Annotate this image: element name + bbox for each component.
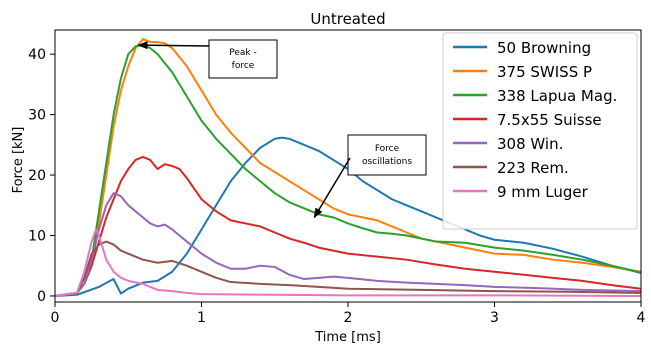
legend-label: 375 SWISS P [497,63,592,81]
annotation-osc-line1: Force [375,144,400,154]
y-tick-label: 30 [28,108,46,124]
series-line-2 [54,38,642,297]
y-tick-label: 0 [37,289,46,305]
legend-label: 308 Win. [497,135,563,153]
legend-label: 7.5x55 Suisse [497,111,602,129]
legend-frame [442,32,638,230]
x-axis-label: Time [ms] [314,330,381,345]
legend-label: 223 Rem. [497,159,569,177]
x-tick-label: 2 [344,310,353,326]
y-tick-label: 20 [28,168,46,184]
y-tick-label: 10 [28,229,46,245]
x-tick-label: 3 [490,310,499,326]
annotation-osc-box [347,134,427,176]
annotation-peak-line1: Peak - [229,48,256,58]
x-tick-label: 1 [197,310,206,326]
x-tick-label: 0 [51,310,60,326]
annotation-peak-box [208,39,278,79]
series-line-6 [54,240,642,297]
legend-label: 50 Browning [497,39,591,57]
series-line-4 [54,155,642,297]
legend-label: 9 mm Luger [497,183,589,201]
legend: 50 Browning 375 SWISS P 338 Lapua Mag. 7.5x… [442,32,638,230]
legend-items: 50 Browning 375 SWISS P 338 Lapua Mag. 7.5x… [453,39,617,201]
annotation-osc-line2: oscillations [362,157,412,167]
annotation-osc-arrow [313,157,351,219]
x-tick-label: 4 [637,310,646,326]
annotation-peak-force: Peak - force [137,39,278,79]
series-group [54,38,642,297]
annotation-force-oscillations: Force oscillations [313,134,427,219]
series-line-3 [54,44,642,297]
chart-title: Untreated [310,10,385,28]
y-axis-label: Force [kN] [11,127,26,194]
annotation-peak-line2: force [232,61,255,71]
legend-label: 338 Lapua Mag. [497,87,617,105]
plot-frame [54,29,642,303]
series-line-1 [54,136,642,297]
annotation-peak-arrow [137,41,210,50]
series-line-7 [54,228,642,297]
x-ticks: 0 1 2 3 4 [51,302,646,326]
y-tick-label: 40 [28,47,46,63]
y-ticks: 0 10 20 30 40 [28,47,55,305]
series-line-5 [54,192,642,297]
